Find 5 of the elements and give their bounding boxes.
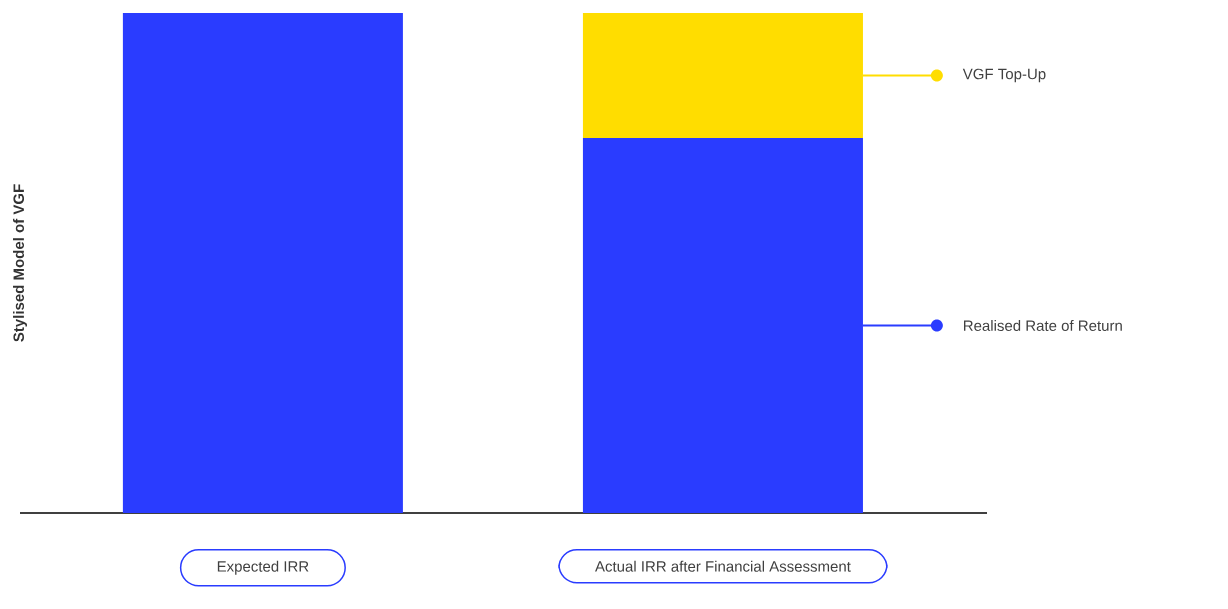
y-axis-title: Stylised Model of VGF [13,184,27,342]
x-tick-label: Actual IRR after Financial Assessment [595,560,851,572]
legend-label: Realised Rate of Return [964,319,1122,331]
legend-label: VGF Top-Up [962,68,1046,83]
x-tick-label: Expected IRR [217,560,309,575]
